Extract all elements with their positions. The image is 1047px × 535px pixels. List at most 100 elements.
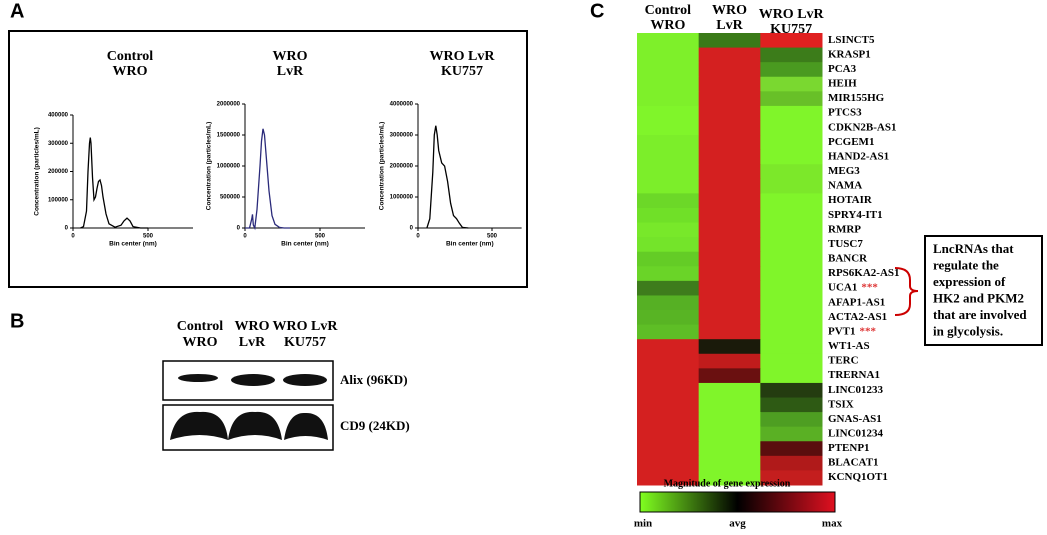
y-axis-label: Concentration (particles/mL) (379, 122, 386, 210)
blot-column-label: WRO (183, 335, 218, 350)
heatmap-cell (760, 207, 823, 224)
heatmap-cell (637, 237, 700, 253)
gene-label: LSINCT5 (828, 34, 875, 46)
callout-text: HK2 and PKM2 (933, 290, 1024, 305)
heatmap-cell (637, 105, 700, 121)
plot-title: WRO (113, 64, 148, 79)
x-axis-label: Bin center (nm) (446, 241, 494, 248)
x-axis-label: Bin center (nm) (281, 241, 329, 248)
gene-label: PTCS3 (828, 107, 862, 119)
heatmap-cell (760, 149, 823, 165)
heatmap-cell (637, 120, 700, 136)
band (178, 374, 218, 382)
heatmap-cell (698, 222, 761, 238)
x-tick-label: 0 (243, 234, 247, 240)
gene-label: AFAP1-AS1 (828, 296, 885, 308)
panel-label: A (10, 0, 24, 22)
y-tick-label: 500000 (220, 195, 241, 201)
heatmap-cell (698, 91, 761, 107)
heatmap-cell (760, 91, 823, 107)
y-tick-label: 0 (237, 226, 241, 232)
heatmap-cell (698, 193, 761, 209)
heatmap-cell (760, 470, 823, 486)
heatmap-cell (760, 455, 823, 471)
heatmap-cell (698, 33, 761, 49)
heatmap-cell (698, 62, 761, 78)
significance-mark: *** (861, 282, 878, 294)
heatmap-cell (698, 280, 761, 296)
y-tick-label: 4000000 (390, 102, 414, 108)
heatmap-cell (698, 426, 761, 442)
heatmap-cell (637, 164, 700, 180)
heatmap-cell (698, 149, 761, 165)
heatmap-cell (760, 105, 823, 121)
heatmap-cell (698, 310, 761, 326)
heatmap-cell (698, 120, 761, 136)
heatmap-cell (760, 178, 823, 194)
blot-bands (170, 374, 328, 440)
callout-text: expression of (933, 274, 1006, 289)
heatmap-cell (698, 76, 761, 92)
blot-column-label: WRO LvR (273, 319, 339, 334)
heatmap-cell (760, 426, 823, 442)
heatmap-column-label: WRO LvR (759, 7, 825, 22)
heatmap-cell (637, 62, 700, 78)
heatmap-cell (637, 33, 700, 49)
callout-text: that are involved (933, 307, 1027, 322)
plot-title: Control (107, 49, 154, 64)
heatmap-cell (637, 426, 700, 442)
y-axis-label: Concentration (particles/mL) (206, 122, 213, 210)
y-axis-label: Concentration (particles/mL) (34, 127, 41, 215)
band (283, 374, 327, 386)
x-tick-label: 0 (416, 234, 420, 240)
heatmap-cell (637, 135, 700, 151)
heatmap-cell (760, 47, 823, 63)
callout-box (924, 235, 1043, 346)
heatmap-cell (698, 353, 761, 369)
heatmap-cell (637, 280, 700, 296)
heatmap-cell (698, 47, 761, 63)
heatmap-cell (637, 382, 700, 399)
heatmap-cell (760, 222, 823, 238)
gene-label: RMRP (828, 223, 861, 235)
heatmap-column-label: WRO (712, 3, 747, 18)
y-tick-label: 300000 (48, 141, 69, 147)
heatmap-cell (637, 222, 700, 238)
callout-text: regulate the (933, 257, 999, 272)
blot-column-label: Control (177, 319, 224, 334)
heatmap-cell (760, 339, 823, 355)
gene-label: TRERNA1 (828, 369, 880, 381)
gene-label: ACTA2-AS1 (828, 311, 887, 323)
blot-column-label: WRO (235, 319, 270, 334)
heatmap-cell (637, 91, 700, 107)
heatmap-cell (698, 382, 761, 399)
y-tick-label: 0 (410, 226, 414, 232)
panel-frame (8, 30, 528, 288)
gene-label: PCA3 (828, 63, 857, 75)
heatmap-cell (760, 310, 823, 326)
heatmap-cell (637, 441, 700, 457)
x-tick-label: 0 (71, 234, 75, 240)
y-tick-label: 2000000 (390, 164, 414, 170)
plot-title: LvR (277, 64, 304, 79)
band (170, 411, 228, 440)
band-label: CD9 (24KD) (340, 418, 410, 433)
band (228, 411, 282, 440)
heatmap-cell (698, 178, 761, 194)
heatmap-column-label: LvR (716, 18, 743, 33)
gene-label: CDKN2B-AS1 (828, 121, 896, 133)
band (231, 374, 275, 386)
gene-label: HAND2-AS1 (828, 150, 889, 162)
heatmap-cell (637, 251, 700, 267)
heatmap-cell (637, 310, 700, 326)
heatmap-cell (760, 33, 823, 49)
heatmap-cell (637, 339, 700, 355)
heatmap-cell (698, 368, 761, 384)
curve (80, 137, 148, 229)
heatmap-cell (637, 76, 700, 92)
heatmap-cell (637, 47, 700, 63)
heatmap-cell (637, 295, 700, 311)
gene-label: PVT1 (828, 325, 856, 337)
heatmap-cell (760, 382, 823, 399)
heatmap-cell (637, 324, 700, 340)
